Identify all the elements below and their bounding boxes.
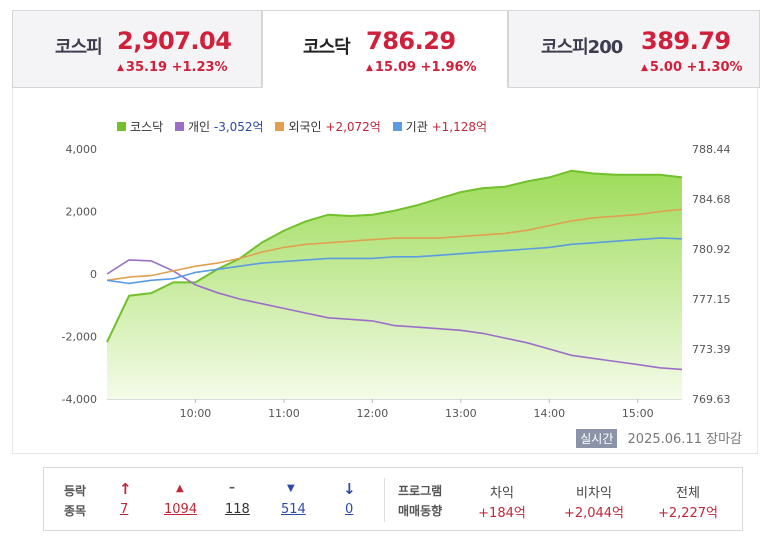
foreign-line xyxy=(106,208,683,282)
tab-kospi-price: 2,907.04 xyxy=(117,27,232,55)
chart-panel xyxy=(12,88,758,454)
non-arbitrage-value: +2,044억 xyxy=(563,506,625,521)
individual-line xyxy=(106,259,683,371)
realtime-badge: 실시간 xyxy=(576,429,618,448)
x-tick-label: 10:00 xyxy=(180,407,212,420)
tab-kospi200-name: 코스피200 xyxy=(541,37,623,58)
chart-legend: 코스닥 개인 -3,052억 외국인 +2,072억 기관 +1,128억 xyxy=(117,118,495,135)
legend-item-institution[interactable]: 기관 +1,128억 xyxy=(392,118,487,135)
kosdaq-line xyxy=(106,169,683,343)
institution-line xyxy=(106,237,683,285)
program-label-1: 프로그램 xyxy=(398,484,443,498)
kosdaq-area xyxy=(107,170,682,399)
realtime-stamp: 실시간 2025.06.11 장마감 xyxy=(576,428,742,448)
legend-swatch xyxy=(117,122,126,131)
upper-limit-count[interactable]: 7 xyxy=(120,502,129,517)
y-right-tick-label: 788.44 xyxy=(692,143,731,156)
legend-swatch xyxy=(174,122,184,131)
lower-limit-arrow-icon: ↓ xyxy=(343,480,356,498)
tab-kospi[interactable]: 코스피 2,907.04 ▲ 35.19 +1.23% xyxy=(12,10,262,88)
tab-kospi-name: 코스피 xyxy=(55,37,103,58)
tab-kospi200[interactable]: 코스피200 389.79 ▲ 5.00 +1.30% xyxy=(508,10,760,88)
y-right-tick-label: 784.68 xyxy=(692,193,731,206)
tab-kosdaq-price: 786.29 xyxy=(366,27,456,55)
flat-dash-icon: – xyxy=(229,480,235,494)
legend-item-kosdaq[interactable]: 코스닥 xyxy=(117,118,163,135)
y-left-tick-label: 4,000 xyxy=(66,143,98,156)
program-label-2: 매매동향 xyxy=(398,504,443,518)
tab-kosdaq-change: ▲ 15.09 +1.96% xyxy=(366,60,477,75)
legend-swatch xyxy=(275,122,285,131)
up-triangle-icon: ▲ xyxy=(117,63,124,73)
y-left-tick-label: 2,000 xyxy=(66,206,98,219)
divider xyxy=(384,478,385,522)
down-triangle-icon: ▼ xyxy=(287,483,295,494)
legend-item-individual[interactable]: 개인 -3,052억 xyxy=(174,118,264,135)
total-label: 전체 xyxy=(676,486,700,501)
down-count[interactable]: 514 xyxy=(281,502,306,517)
lower-limit-count[interactable]: 0 xyxy=(345,502,354,517)
total-value: +2,227억 xyxy=(657,506,719,521)
arbitrage-label: 차익 xyxy=(490,486,514,501)
legend-swatch xyxy=(392,122,402,131)
y-right-tick-label: 777.15 xyxy=(692,293,731,306)
tab-kospi200-price: 389.79 xyxy=(641,27,731,55)
x-tick-label: 11:00 xyxy=(268,407,300,420)
x-tick-label: 12:00 xyxy=(357,407,389,420)
tab-kospi200-change: ▲ 5.00 +1.30% xyxy=(641,60,743,75)
tab-kospi-change: ▲ 35.19 +1.23% xyxy=(117,60,228,75)
upper-limit-arrow-icon: ↑ xyxy=(119,480,132,498)
y-right-tick-label: 780.92 xyxy=(692,243,731,256)
y-right-tick-label: 773.39 xyxy=(692,343,731,356)
non-arbitrage-label: 비차익 xyxy=(576,486,612,501)
up-triangle-icon: ▲ xyxy=(176,483,184,494)
y-left-tick-label: 0 xyxy=(90,268,97,281)
up-count[interactable]: 1094 xyxy=(164,502,198,517)
up-triangle-icon: ▲ xyxy=(366,63,373,73)
tab-kosdaq[interactable]: 코스닥 786.29 ▲ 15.09 +1.96% xyxy=(262,10,508,88)
rise-fall-label-2: 종목 xyxy=(64,504,87,518)
x-tick-label: 13:00 xyxy=(445,407,477,420)
legend-item-foreign[interactable]: 외국인 +2,072억 xyxy=(275,118,381,135)
x-tick-label: 15:00 xyxy=(622,407,654,420)
tab-kosdaq-name: 코스닥 xyxy=(303,37,351,58)
y-right-tick-label: 769.63 xyxy=(692,393,731,406)
stamp-date: 2025.06.11 xyxy=(627,432,702,447)
market-status: 장마감 xyxy=(706,432,742,447)
up-triangle-icon: ▲ xyxy=(641,63,648,73)
y-left-tick-label: -4,000 xyxy=(62,393,97,406)
y-left-tick-label: -2,000 xyxy=(62,331,97,344)
market-breadth-panel: 등락 종목 ↑ 7 ▲ 1094 – 118 ▼ 514 ↓ 0 프로그램 매매… xyxy=(43,467,743,531)
rise-fall-label-1: 등락 xyxy=(64,484,87,498)
arbitrage-value: +184억 xyxy=(478,506,526,521)
flat-count[interactable]: 118 xyxy=(225,502,250,517)
x-tick-label: 14:00 xyxy=(533,407,565,420)
